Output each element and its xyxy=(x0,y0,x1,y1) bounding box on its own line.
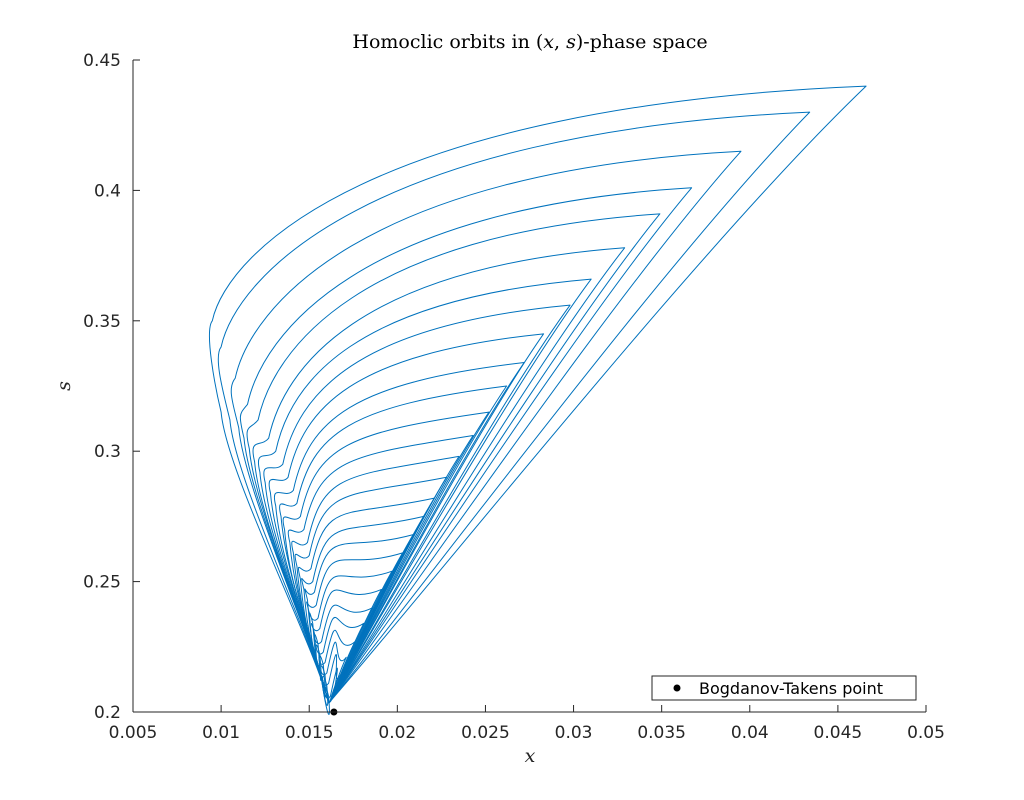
x-axis-label: x xyxy=(525,745,536,767)
orbit-line xyxy=(239,187,693,704)
orbit-line xyxy=(322,667,338,715)
x-tick-label: 0.015 xyxy=(285,723,334,743)
x-tick-label: 0.02 xyxy=(378,723,416,743)
orbit-line xyxy=(282,411,490,704)
orbit-line xyxy=(252,247,626,704)
orbit-line xyxy=(246,213,661,704)
orbit-line xyxy=(306,552,404,704)
orbit-line xyxy=(217,111,811,704)
y-ticks: 0.2 0.25 0.3 0.35 0.4 0.45 xyxy=(83,51,140,723)
y-tick-label: 0.35 xyxy=(83,312,121,332)
orbit-line xyxy=(279,385,508,704)
x-tick-label: 0.045 xyxy=(814,723,863,743)
orbit-line xyxy=(313,604,374,704)
x-ticks: 0.005 0.01 0.015 0.02 0.025 0.03 0.035 0.04 0.04… xyxy=(109,705,945,743)
x-tick-label: 0.01 xyxy=(202,723,240,743)
orbit-line xyxy=(268,333,545,704)
orbit-series xyxy=(209,85,867,715)
x-tick-label: 0.03 xyxy=(555,723,593,743)
legend-entry: Bogdanov-Takens point xyxy=(699,679,883,698)
legend-box xyxy=(651,675,917,701)
orbit-line xyxy=(287,435,474,704)
x-tick-label: 0.04 xyxy=(731,723,769,743)
y-tick-label: 0.4 xyxy=(94,181,121,201)
orbit-line xyxy=(309,570,393,704)
orbit-line xyxy=(273,362,525,704)
y-tick-label: 0.25 xyxy=(83,573,121,593)
y-tick-label: 0.2 xyxy=(94,703,121,723)
y-tick-label: 0.3 xyxy=(94,442,121,462)
orbit-line xyxy=(209,85,867,704)
chart-title: Homoclic orbits in (x, s)-phase space xyxy=(352,31,707,53)
x-tick-label: 0.005 xyxy=(109,723,158,743)
orbit-line xyxy=(258,278,592,704)
x-tick-label: 0.035 xyxy=(637,723,686,743)
legend-marker xyxy=(673,684,681,692)
orbit-line xyxy=(263,304,571,704)
orbit-line xyxy=(230,150,742,704)
legend: Bogdanov-Takens point xyxy=(651,675,917,701)
y-axis-label: s xyxy=(53,381,75,391)
x-tick-label: 0.025 xyxy=(461,723,510,743)
y-tick-label: 0.45 xyxy=(83,51,121,71)
x-tick-label: 0.05 xyxy=(907,723,945,743)
